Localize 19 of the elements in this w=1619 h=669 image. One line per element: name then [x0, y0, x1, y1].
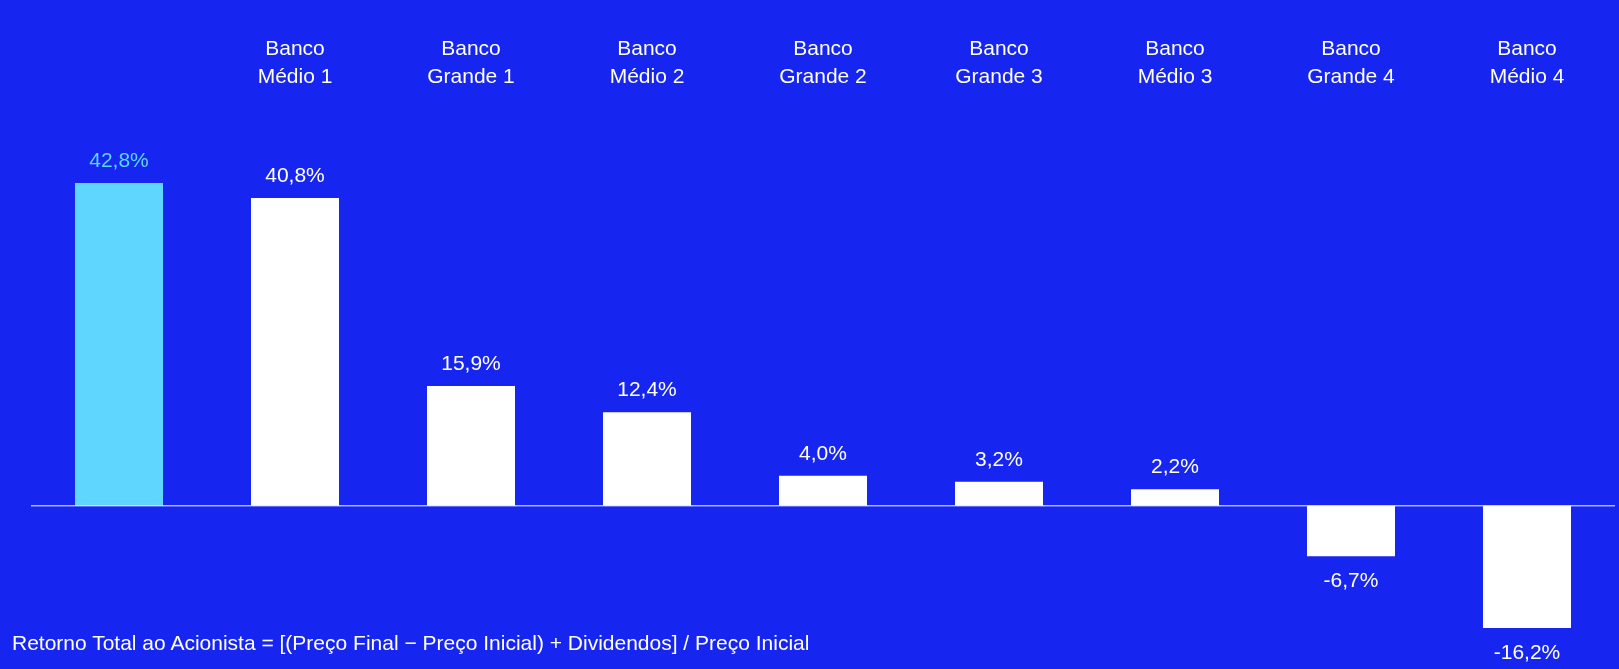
- data-label: 2,2%: [1151, 454, 1199, 478]
- x-tick-label: Banco Grande 1: [427, 35, 515, 87]
- data-label: -6,7%: [1323, 568, 1379, 592]
- x-tick-label: Banco Médio 3: [1137, 35, 1213, 87]
- data-label: 3,2%: [975, 446, 1023, 470]
- x-tick-label: Banco Grande 2: [779, 35, 867, 87]
- x-tick-label: Banco Grande 4: [1307, 35, 1396, 87]
- x-tick-label: Banco Médio 4: [1489, 35, 1565, 87]
- data-label: 15,9%: [441, 350, 501, 374]
- x-tick-label: Banco Médio 2: [609, 35, 685, 87]
- bar: [75, 183, 163, 506]
- data-label: 12,4%: [617, 377, 677, 401]
- data-label: -16,2%: [1493, 640, 1561, 663]
- data-label: 42,8%: [89, 148, 149, 171]
- x-tick-label: Banco Médio 1: [257, 35, 333, 87]
- text: Retorno Total ao Acionista = [(Preço Final − Preço Inicial) + Dividendos] / Preço Inicial: [12, 631, 810, 654]
- x-tick-label: Banco Grande 3: [955, 35, 1043, 87]
- data-label: 40,8%: [265, 163, 325, 187]
- data-label: 4,0%: [799, 440, 847, 464]
